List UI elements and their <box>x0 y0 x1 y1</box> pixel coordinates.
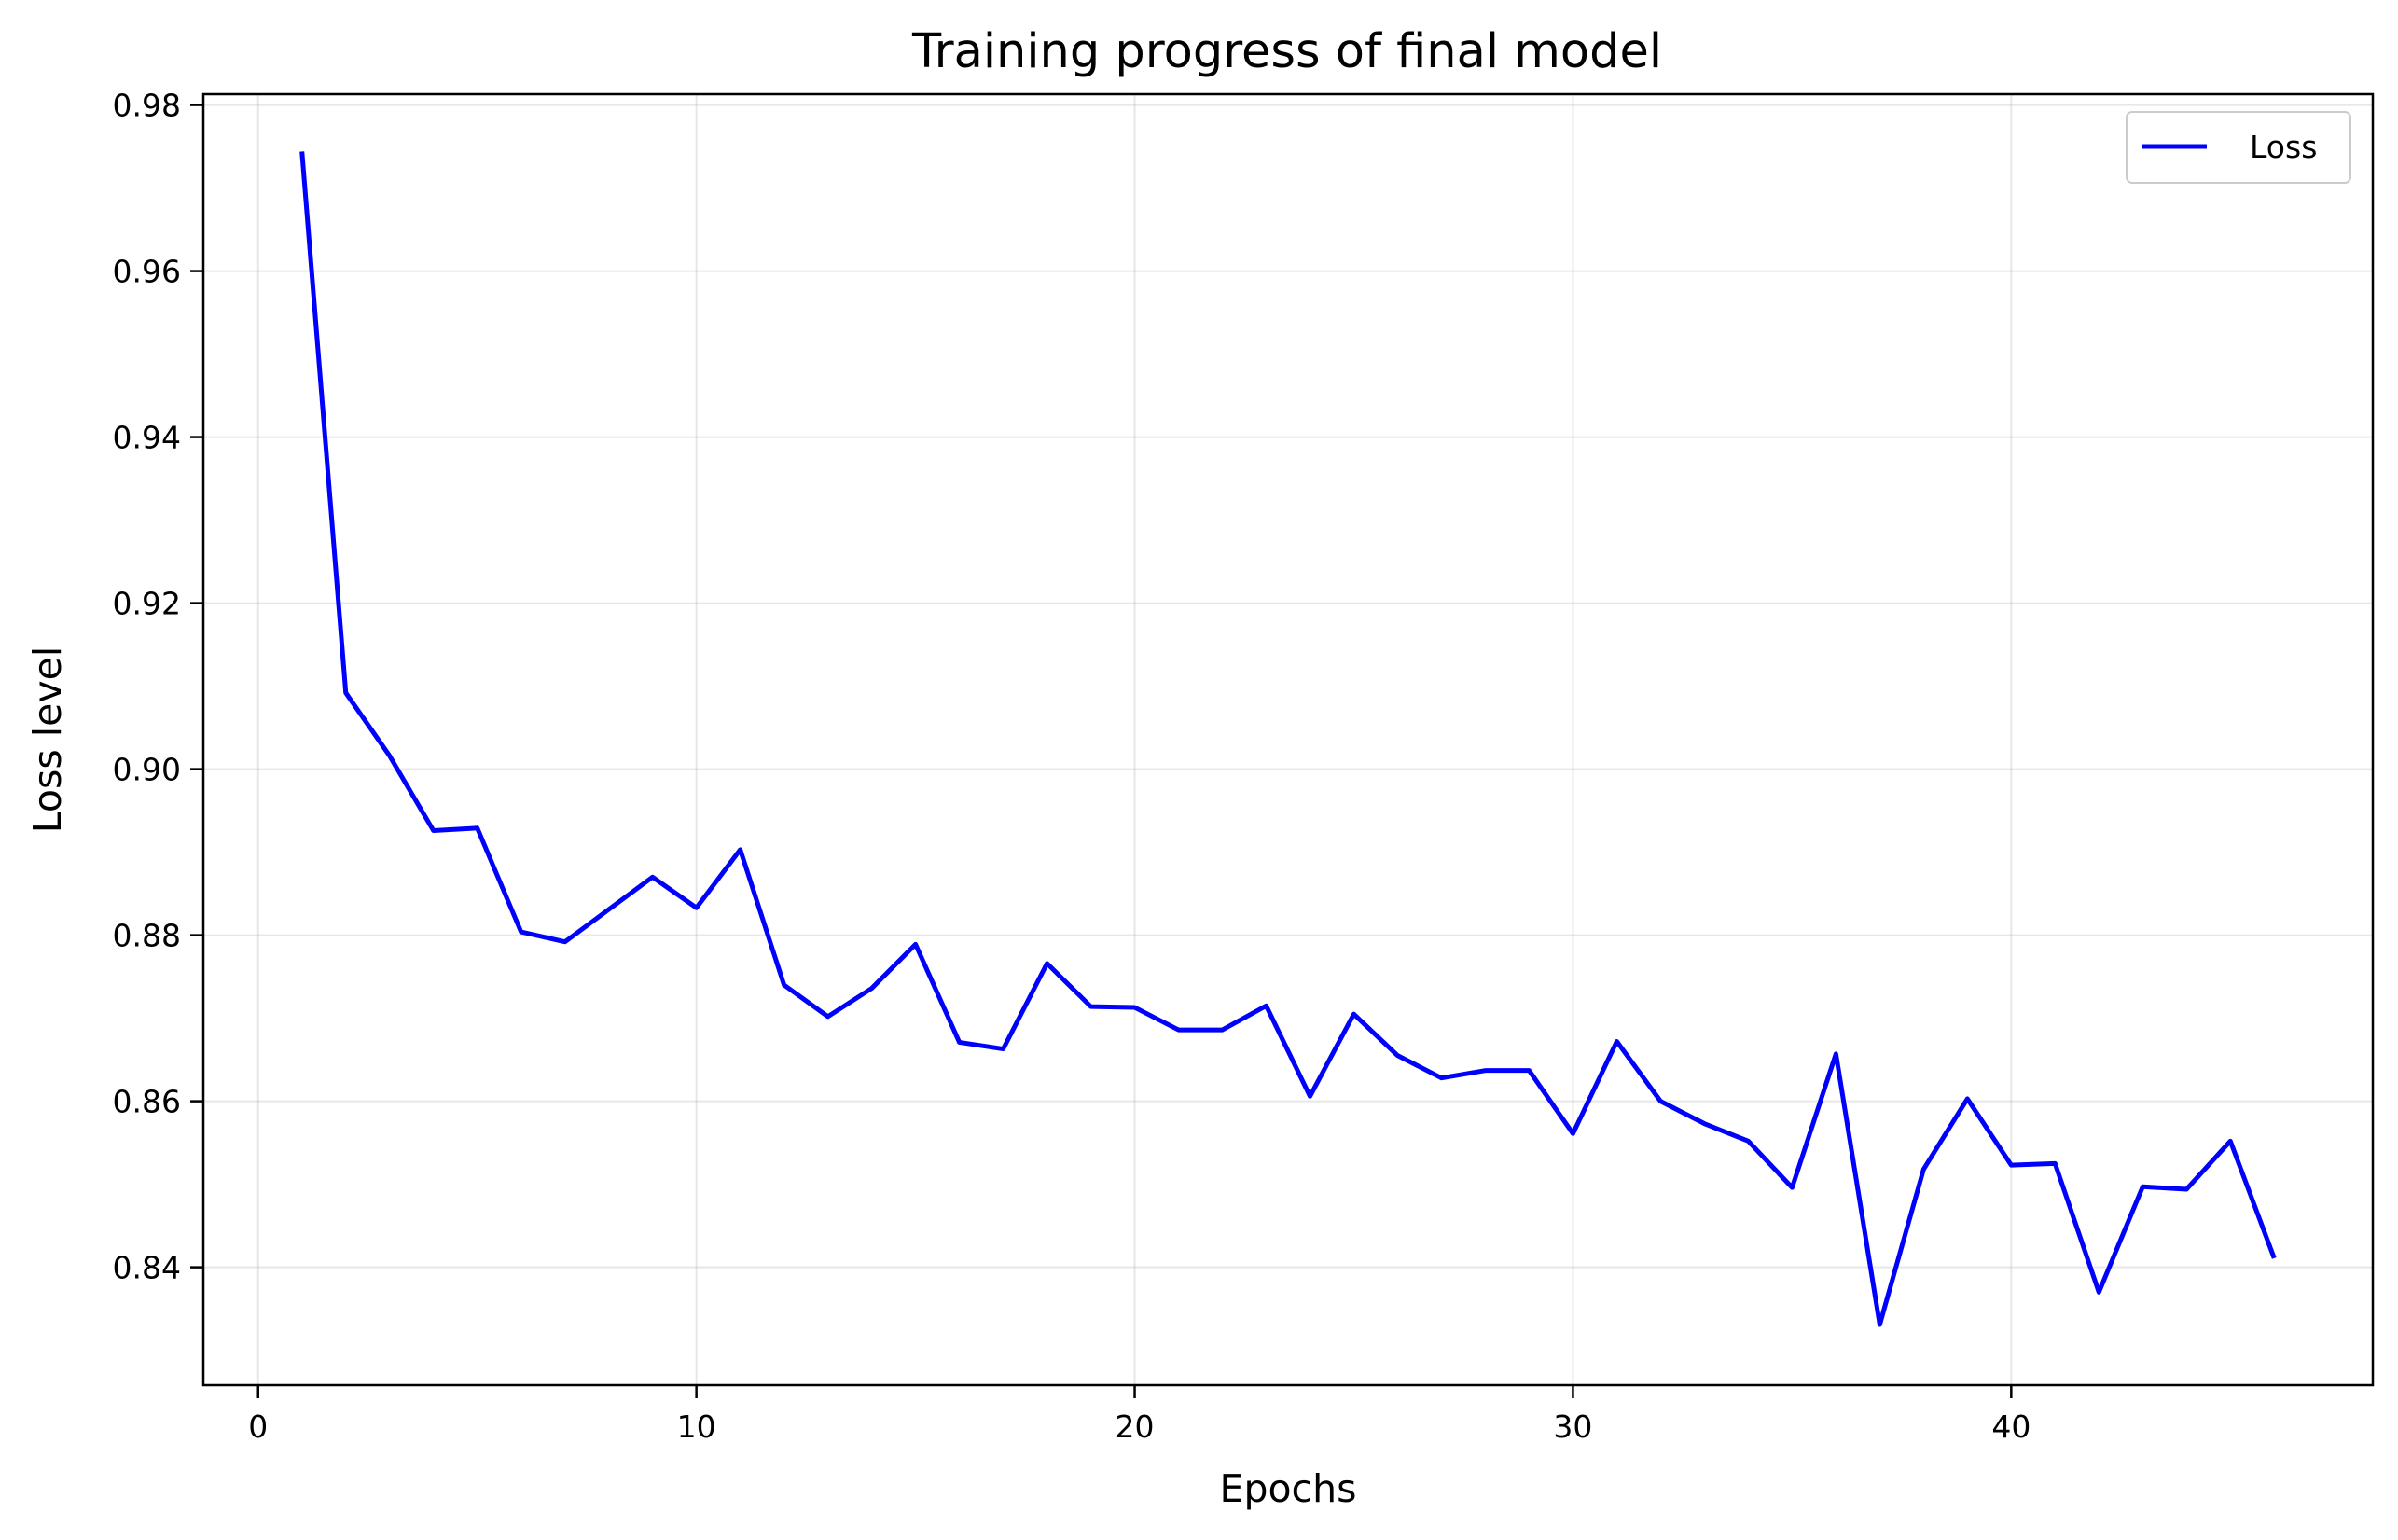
series-layer <box>299 151 2277 1327</box>
x-tick-label: 0 <box>248 1408 268 1445</box>
legend-label-loss: Loss <box>2250 129 2317 165</box>
y-tick-label: 0.92 <box>113 586 181 622</box>
x-tick-label: 40 <box>1991 1408 2031 1445</box>
y-axis-label: Loss level <box>25 646 70 833</box>
x-tick-label: 20 <box>1116 1408 1155 1445</box>
y-tick-label: 0.84 <box>113 1250 181 1286</box>
x-axis-label: Epochs <box>1220 1466 1357 1511</box>
grid-lines <box>203 94 2373 1385</box>
x-tick-label: 30 <box>1553 1408 1592 1445</box>
chart-title: Training progress of final model <box>911 24 1662 79</box>
x-axis: 0 10 20 30 40 <box>248 1385 2031 1445</box>
legend-box <box>2126 111 2351 184</box>
y-axis: 0.84 0.86 0.88 0.90 0.92 0.94 0.96 0.98 <box>113 88 203 1286</box>
legend: Loss <box>2126 111 2351 184</box>
y-tick-label: 0.88 <box>113 918 181 954</box>
series-line-loss <box>299 151 2277 1327</box>
y-tick-label: 0.96 <box>113 254 181 290</box>
y-tick-label: 0.86 <box>113 1084 181 1120</box>
y-tick-label: 0.98 <box>113 88 181 124</box>
plot-area-frame <box>201 92 2375 1387</box>
x-tick-label: 10 <box>677 1408 716 1445</box>
y-tick-label: 0.94 <box>113 420 181 456</box>
y-tick-label: 0.90 <box>113 752 181 788</box>
